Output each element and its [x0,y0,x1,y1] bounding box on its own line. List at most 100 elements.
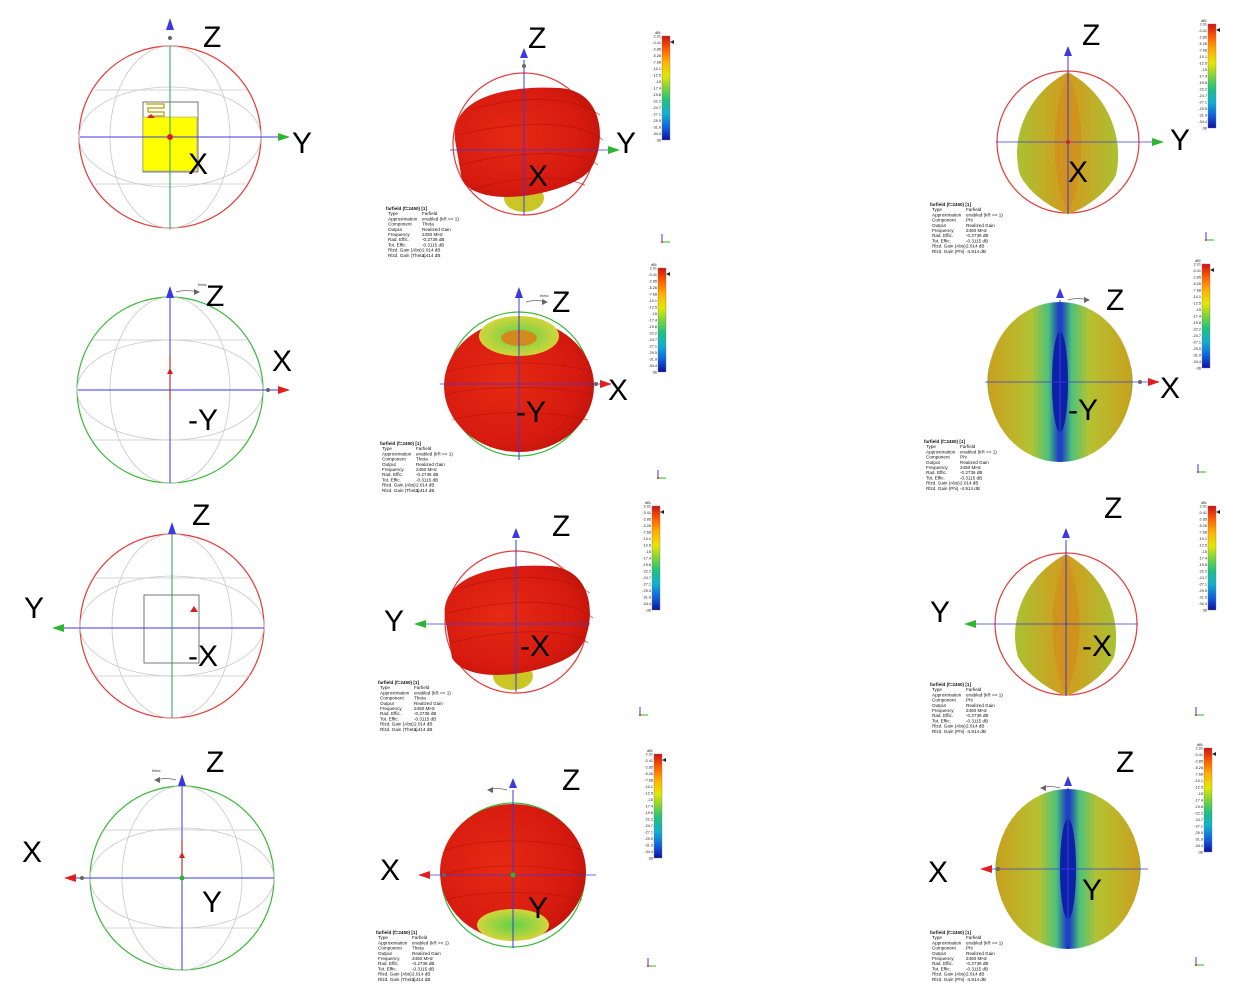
legend-unit: dBi [651,263,657,267]
legend-tick-label: -2.85 [1194,759,1203,763]
info-key: Component [378,946,402,951]
legend-tick-label: -12.5 [652,73,661,77]
info-value: 2.014 dB [416,483,434,488]
legend-tick-label: -19.8 [652,93,661,97]
legend-tick-label: -29.5 [1194,831,1203,835]
axis-label-side: X [608,374,628,407]
info-key: Rad. Effic. [380,711,401,716]
legend-tick-label: -27.1 [1192,340,1201,344]
legend-tick-label: -0.41 [1198,29,1207,33]
info-key: Frequency [932,228,954,233]
info-key: Rlzd. Gain (Abs) [382,483,416,488]
geometry-view-1: Z Y X [78,18,312,230]
axis-label-side: X [928,856,948,889]
info-key: Tot. Effic. [378,966,397,971]
mini-x-axis [647,965,649,967]
axis-label-center: -Y [188,404,218,437]
legend-tick-label: 2.01 [644,504,651,508]
legend-tick-label: -34.4 [1198,120,1207,124]
legend-tick-label: -24.7 [648,338,657,342]
info-key: Approximation [382,451,412,456]
legend-tick-label: -22.2 [652,99,661,103]
legend-tick-label: 2.01 [1196,746,1203,750]
info-value: 2.014 dB [966,244,984,249]
legend-tick-label: -24.7 [644,824,653,828]
legend-tick-label: -31.9 [644,843,653,847]
info-key: Component [382,457,406,462]
axis-label-center: -Y [516,396,546,429]
info-value: -0.2736 dB [416,472,438,477]
legend-tick-label: -22.2 [642,569,651,573]
axis-label-top: Z [528,22,546,55]
phi-pattern-1: Z Y X [996,19,1190,214]
legend-tick-label: -19.8 [1194,805,1203,809]
legend-tick-label: -22.2 [1198,569,1207,573]
axis-label-center: -X [520,630,550,663]
info-value: 2450 MHz [416,467,438,472]
legend-marker [660,510,664,514]
info-key: Rlzd. Gain (Phi) [926,486,959,491]
legend-tick-label: -5.26 [1198,42,1207,46]
info-value: -0.2736 dB [966,233,988,238]
info-value: -4.914 dB [966,729,986,734]
mini-x-axis [1197,471,1199,473]
legend-tick-label: -15 [1196,308,1202,312]
info-value: 2.014 dB [966,724,984,729]
info-key: Component [932,218,956,223]
theta-pattern-4: Z X Y [380,764,596,948]
legend-tick-label: -10.1 [1198,55,1207,59]
legend-tick-label: -0.41 [1194,753,1203,757]
axis-label-side: Y [292,127,312,160]
axis-label-side: Y [930,596,950,629]
info-value: -0.2736 dB [414,711,436,716]
info-key: Output [388,227,403,232]
legend-tick-label: -31.9 [652,125,661,129]
axis-label-top: Z [192,499,210,532]
info-value: 2450 MHz [966,708,988,713]
axis-label-side: X [272,345,292,378]
mini-axes-icon [1195,957,1204,966]
legend-tick-label: -24.7 [1192,334,1201,338]
legend-tick-label: -10.1 [644,785,653,789]
info-value: Theta [416,457,428,462]
legend-tick-label: -27.1 [644,830,653,834]
info-key: Output [382,462,397,467]
row-3: Z Y -X Z Y -X dBi2.01-0.41-2.85-5.26-7.6… [24,492,1220,734]
legend-tick-label: -10.1 [642,537,651,541]
row-2: theta Z X -Y theta Z X -Y [76,259,1214,493]
legend-tick-label: -15 [1202,68,1208,72]
legend-tick-label: -27.1 [1198,100,1207,104]
info-value: Realized Gain [422,227,451,232]
legend-tick-label: -0.41 [1192,269,1201,273]
info-box-theta: farfield (f=2450) [1]Type Farfield Approxi… [378,680,451,732]
axis-label-side: Y [384,605,404,638]
legend-tick-label: -34.4 [642,602,651,606]
info-key: Rlzd. Gain (Phi) [932,729,965,734]
info-value: -0.3115 dB [966,966,988,971]
legend-marker [1210,268,1214,272]
legend-tick-label: 2.01 [1200,22,1207,26]
info-key: Rad. Effic. [932,713,953,718]
legend-tick-label: -27.1 [648,344,657,348]
info-key: Approximation [932,212,962,217]
legend-tick-label: -10.1 [1194,779,1203,783]
info-value: Farfield [416,446,432,451]
theta-pattern-2: theta Z X -Y [440,286,628,460]
legend-unit: dBi [1201,501,1207,505]
info-value: Phi [966,218,973,223]
info-value: 2.014 dB [422,248,440,253]
info-key: Component [932,946,956,951]
info-value: enabled (kR >> 1) [966,692,1003,697]
info-key: Rad. Effic. [378,961,399,966]
legend-tick-label: -22.2 [1194,811,1203,815]
info-key: Rlzd. Gain (Abs) [932,244,966,249]
info-key: Tot. Effic. [382,477,401,482]
info-value: -4.914 dB [966,977,986,982]
info-key: Type [388,211,398,216]
colorbar [653,753,663,859]
info-key: Output [932,703,947,708]
legend-tick-label: -17.4 [652,86,661,90]
